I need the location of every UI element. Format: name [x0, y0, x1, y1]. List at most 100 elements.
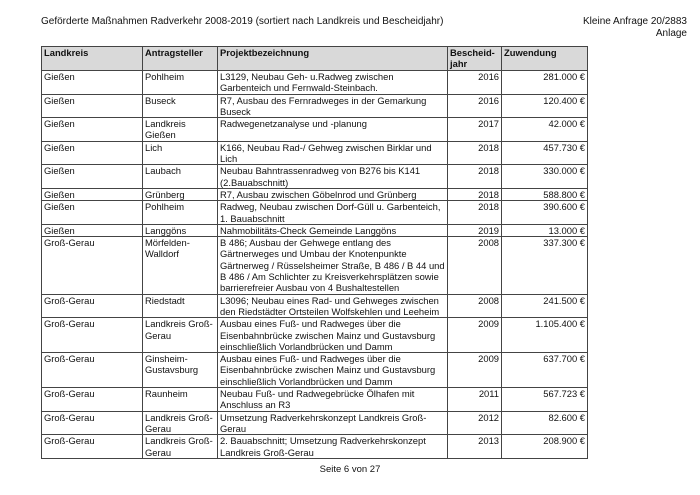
- cell-zuwendung: 330.000 €: [501, 164, 588, 189]
- cell-zuwendung: 42.000 €: [501, 117, 588, 142]
- cell-zuwendung: 13.000 €: [501, 223, 588, 238]
- cell-projekt: Umsetzung Radverkehrskonzept Landkreis G…: [217, 410, 448, 436]
- cell-landkreis: Gießen: [41, 223, 143, 238]
- cell-zuwendung: 1.105.400 €: [501, 317, 588, 354]
- table-row: Gießen Laubach Neubau Bahntrassenradweg vo…: [41, 164, 588, 189]
- cell-antragsteller: Pohlheim: [142, 70, 218, 95]
- cell-landkreis: Groß-Gerau: [41, 352, 143, 389]
- cell-projekt: 2. Bauabschnitt; Umsetzung Radverkehrsko…: [217, 434, 448, 459]
- cell-jahr: 2008: [447, 293, 502, 319]
- cell-landkreis: Groß-Gerau: [41, 236, 143, 295]
- table-row: Gießen Grünberg R7, Ausbau zwischen Göbeln…: [41, 187, 588, 202]
- cell-jahr: 2017: [447, 117, 502, 142]
- cell-landkreis: Gießen: [41, 93, 143, 119]
- cell-landkreis: Groß-Gerau: [41, 434, 143, 459]
- reference-number: Kleine Anfrage 20/2883: [583, 16, 687, 27]
- annex-label: Anlage: [655, 28, 687, 39]
- cell-landkreis: Gießen: [41, 164, 143, 189]
- table-row: Groß-Gerau Landkreis Groß-Gerau Umsetzung …: [41, 410, 588, 436]
- cell-projekt: R7, Ausbau zwischen Göbelnrod und Grünbe…: [217, 187, 448, 202]
- cell-antragsteller: Lich: [142, 140, 218, 166]
- cell-projekt: R7, Ausbau des Fernradweges in der Gemar…: [217, 93, 448, 119]
- col-header-zuwendung: Zuwendung: [501, 46, 588, 71]
- table-row: Groß-Gerau Raunheim Neubau Fuß- und Radweg…: [41, 387, 588, 412]
- cell-jahr: 2009: [447, 317, 502, 354]
- cell-landkreis: Groß-Gerau: [41, 410, 143, 436]
- document-title: Geförderte Maßnahmen Radverkehr 2008-201…: [41, 16, 444, 27]
- cell-zuwendung: 637.700 €: [501, 352, 588, 389]
- cell-antragsteller: Landkreis Groß-Gerau: [142, 317, 218, 354]
- cell-antragsteller: Landkreis Gießen: [142, 117, 218, 142]
- cell-antragsteller: Langgöns: [142, 223, 218, 238]
- cell-jahr: 2009: [447, 352, 502, 389]
- cell-zuwendung: 457.730 €: [501, 140, 588, 166]
- cell-jahr: 2016: [447, 93, 502, 119]
- cell-antragsteller: Mörfelden-Walldorf: [142, 236, 218, 295]
- cell-projekt: K166, Neubau Rad-/ Gehweg zwischen Birkl…: [217, 140, 448, 166]
- cell-antragsteller: Buseck: [142, 93, 218, 119]
- document-reference: Kleine Anfrage 20/2883 Anlage: [583, 16, 687, 40]
- col-header-antragsteller: Antragsteller: [142, 46, 218, 71]
- cell-projekt: Radweg, Neubau zwischen Dorf-Güll u. Gar…: [217, 200, 448, 225]
- cell-jahr: 2012: [447, 410, 502, 436]
- cell-antragsteller: Raunheim: [142, 387, 218, 412]
- cell-jahr: 2008: [447, 236, 502, 295]
- cell-projekt: B 486; Ausbau der Gehwege entlang des Gä…: [217, 236, 448, 295]
- cell-zuwendung: 208.900 €: [501, 434, 588, 459]
- table-row: Gießen Lich K166, Neubau Rad-/ Gehweg zwis…: [41, 140, 588, 166]
- table-row: Groß-Gerau Ginsheim-Gustavsburg Ausbau ein…: [41, 352, 588, 389]
- cell-zuwendung: 337.300 €: [501, 236, 588, 295]
- cell-zuwendung: 120.400 €: [501, 93, 588, 119]
- cell-projekt: L3096; Neubau eines Rad- und Gehweges zw…: [217, 293, 448, 319]
- col-header-landkreis: Landkreis: [41, 46, 143, 71]
- cell-jahr: 2018: [447, 140, 502, 166]
- table-row: Groß-Gerau Mörfelden-Walldorf B 486; Ausba…: [41, 236, 588, 295]
- cell-projekt: Neubau Fuß- und Radwegebrücke Ölhafen mi…: [217, 387, 448, 412]
- table-row: Gießen Pohlheim L3129, Neubau Geh- u.Radwe…: [41, 70, 588, 95]
- cell-zuwendung: 241.500 €: [501, 293, 588, 319]
- cell-zuwendung: 567.723 €: [501, 387, 588, 412]
- cell-zuwendung: 82.600 €: [501, 410, 588, 436]
- cell-projekt: Neubau Bahntrassenradweg von B276 bis K1…: [217, 164, 448, 189]
- cell-landkreis: Groß-Gerau: [41, 317, 143, 354]
- cell-antragsteller: Riedstadt: [142, 293, 218, 319]
- cell-projekt: Ausbau eines Fuß- und Radweges über die …: [217, 317, 448, 354]
- col-header-jahr: Bescheid-jahr: [447, 46, 502, 71]
- cell-jahr: 2018: [447, 187, 502, 202]
- cell-landkreis: Gießen: [41, 117, 143, 142]
- table-row: Gießen Buseck R7, Ausbau des Fernradweges …: [41, 93, 588, 119]
- funding-table: Landkreis Antragsteller Projektbezeichnu…: [41, 46, 588, 459]
- table-row: Groß-Gerau Landkreis Groß-Gerau Ausbau ein…: [41, 317, 588, 354]
- cell-projekt: Radwegenetzanalyse und -planung: [217, 117, 448, 142]
- cell-zuwendung: 390.600 €: [501, 200, 588, 225]
- table-row: Gießen Pohlheim Radweg, Neubau zwischen Do…: [41, 200, 588, 225]
- cell-projekt: Ausbau eines Fuß- und Radweges über die …: [217, 352, 448, 389]
- cell-antragsteller: Laubach: [142, 164, 218, 189]
- cell-antragsteller: Landkreis Groß-Gerau: [142, 410, 218, 436]
- col-header-projekt: Projektbezeichnung: [217, 46, 448, 71]
- cell-projekt: Nahmobilitäts-Check Gemeinde Langgöns: [217, 223, 448, 238]
- cell-jahr: 2013: [447, 434, 502, 459]
- cell-jahr: 2011: [447, 387, 502, 412]
- table-row: Groß-Gerau Landkreis Groß-Gerau 2. Bauabsc…: [41, 434, 588, 459]
- table-row: Groß-Gerau Riedstadt L3096; Neubau eines R…: [41, 293, 588, 319]
- cell-jahr: 2016: [447, 70, 502, 95]
- cell-antragsteller: Grünberg: [142, 187, 218, 202]
- cell-landkreis: Gießen: [41, 187, 143, 202]
- cell-landkreis: Groß-Gerau: [41, 387, 143, 412]
- cell-jahr: 2018: [447, 200, 502, 225]
- table-header-row: Landkreis Antragsteller Projektbezeichnu…: [41, 46, 588, 71]
- cell-jahr: 2019: [447, 223, 502, 238]
- cell-landkreis: Gießen: [41, 200, 143, 225]
- cell-zuwendung: 281.000 €: [501, 70, 588, 95]
- cell-landkreis: Groß-Gerau: [41, 293, 143, 319]
- table-row: Gießen Landkreis Gießen Radwegenetzanalyse…: [41, 117, 588, 142]
- cell-landkreis: Gießen: [41, 140, 143, 166]
- cell-landkreis: Gießen: [41, 70, 143, 95]
- cell-jahr: 2018: [447, 164, 502, 189]
- cell-antragsteller: Landkreis Groß-Gerau: [142, 434, 218, 459]
- cell-zuwendung: 588.800 €: [501, 187, 588, 202]
- cell-antragsteller: Ginsheim-Gustavsburg: [142, 352, 218, 389]
- cell-antragsteller: Pohlheim: [142, 200, 218, 225]
- page-number: Seite 6 von 27: [319, 464, 381, 475]
